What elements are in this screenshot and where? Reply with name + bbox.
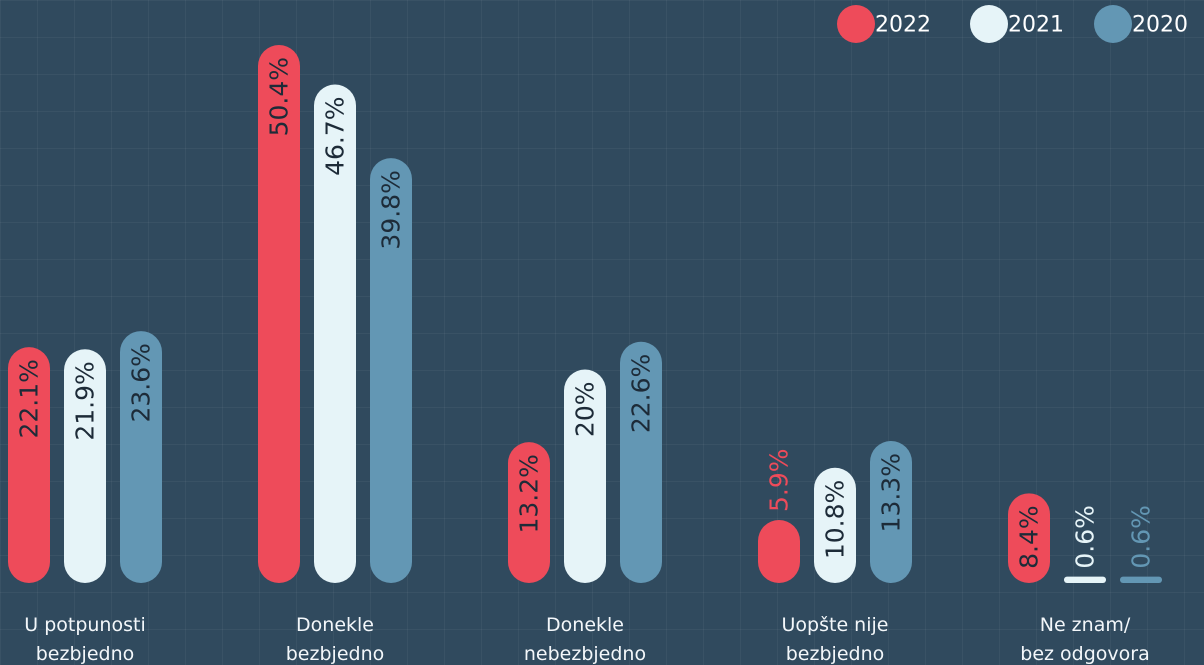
bar xyxy=(8,347,50,583)
bar xyxy=(64,349,106,583)
bar xyxy=(314,84,356,583)
bar xyxy=(370,158,412,583)
value-label: 0.6% xyxy=(1127,505,1156,569)
value-label: 21.9% xyxy=(71,361,100,440)
bar xyxy=(1008,493,1050,583)
category-label: U potpunosti bezbjedno xyxy=(24,614,146,665)
value-label: 5.9% xyxy=(765,449,794,513)
bar xyxy=(870,441,912,583)
legend-label: 2020 xyxy=(1132,13,1188,38)
bar xyxy=(564,369,606,583)
category-label: Uopšte nije bezbjedno xyxy=(781,614,889,665)
value-label: 0.6% xyxy=(1071,505,1100,569)
value-label: 22.1% xyxy=(15,359,44,438)
value-label: 39.8% xyxy=(377,170,406,249)
category-label: Ne znam/ bez odgovora xyxy=(1020,614,1150,665)
value-label: 13.2% xyxy=(515,454,544,533)
value-label: 13.3% xyxy=(877,453,906,532)
bar xyxy=(814,467,856,583)
bar xyxy=(758,520,800,583)
value-label: 22.6% xyxy=(627,354,656,433)
category-label: Donekle nebezbjedno xyxy=(523,614,647,665)
value-label: 23.6% xyxy=(127,343,156,422)
value-label: 46.7% xyxy=(321,96,350,175)
value-label: 8.4% xyxy=(1015,505,1044,569)
category-label: Donekle bezbjedno xyxy=(285,614,385,665)
bar xyxy=(1120,576,1162,583)
bar xyxy=(258,45,300,583)
legend-swatch xyxy=(837,5,875,43)
value-label: 20% xyxy=(571,382,600,438)
bar xyxy=(508,442,550,583)
legend-swatch xyxy=(1094,5,1132,43)
legend-swatch xyxy=(970,5,1008,43)
bar xyxy=(120,331,162,583)
bar xyxy=(1064,576,1106,583)
legend-label: 2022 xyxy=(875,13,931,38)
value-label: 50.4% xyxy=(265,57,294,136)
legend-label: 2021 xyxy=(1008,13,1064,38)
value-label: 10.8% xyxy=(821,480,850,559)
bar xyxy=(620,341,662,583)
